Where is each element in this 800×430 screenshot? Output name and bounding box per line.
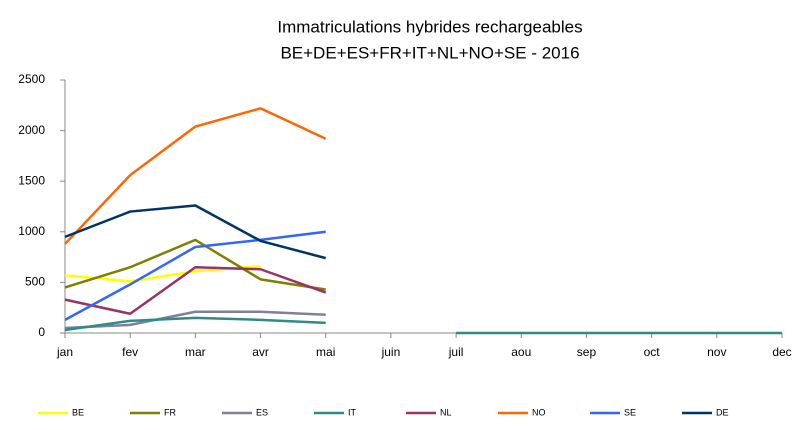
series-line bbox=[64, 265, 327, 316]
legend-label: NO bbox=[532, 407, 546, 417]
legend-label: ES bbox=[256, 407, 268, 417]
x-tick-label: dec bbox=[772, 345, 791, 359]
series-line bbox=[64, 316, 782, 335]
series-line bbox=[64, 230, 326, 321]
y-tick-label: 0 bbox=[38, 325, 45, 339]
legend-label: IT bbox=[348, 407, 357, 417]
x-tick-label: avr bbox=[252, 345, 269, 359]
legend-label: BE bbox=[72, 407, 84, 417]
y-tick-label: 1000 bbox=[18, 224, 45, 238]
legend-label: SE bbox=[624, 407, 636, 417]
x-tick-label: aou bbox=[511, 345, 531, 359]
chart-title: Immatriculations hybrides rechargeables bbox=[277, 17, 582, 36]
series-line bbox=[64, 310, 326, 330]
x-tick-label: juil bbox=[448, 345, 464, 359]
y-tick-label: 1500 bbox=[18, 173, 45, 187]
x-tick-label: mai bbox=[316, 345, 335, 359]
y-tick-label: 2000 bbox=[18, 123, 45, 137]
series-line bbox=[64, 238, 326, 291]
x-tick-label: sep bbox=[577, 345, 597, 359]
series-line bbox=[64, 107, 327, 245]
x-tick-label: jan bbox=[56, 345, 73, 359]
x-tick-label: fev bbox=[122, 345, 138, 359]
y-tick-label: 2500 bbox=[18, 72, 45, 86]
chart-subtitle: BE+DE+ES+FR+IT+NL+NO+SE - 2016 bbox=[280, 43, 579, 62]
legend-label: NL bbox=[440, 407, 452, 417]
y-tick-label: 500 bbox=[25, 275, 45, 289]
legend-label: FR bbox=[164, 407, 176, 417]
legend-label: DE bbox=[716, 407, 729, 417]
series-line bbox=[64, 204, 327, 260]
x-tick-label: juin bbox=[381, 345, 401, 359]
x-tick-label: oct bbox=[644, 345, 661, 359]
x-tick-label: mar bbox=[185, 345, 206, 359]
x-tick-label: nov bbox=[707, 345, 726, 359]
